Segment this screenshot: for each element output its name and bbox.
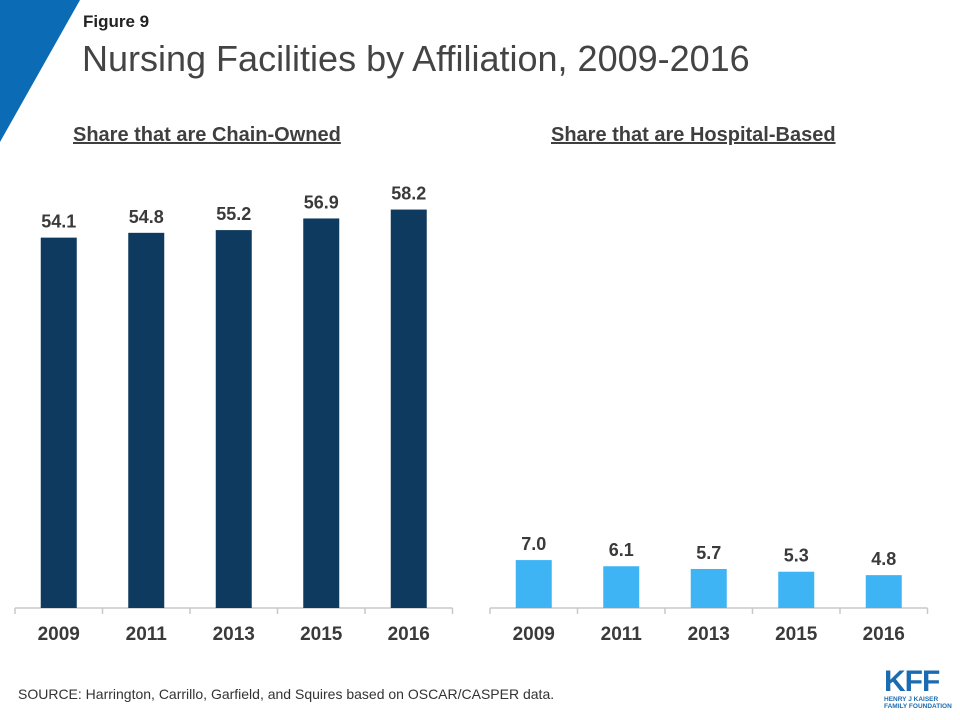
chain-bar-2011 [128,232,165,609]
hospital-value-label: 6.1 [609,540,634,560]
chain-bar-2016 [390,209,427,609]
hospital-bar-2011 [603,566,640,608]
kff-logo-line2: FAMILY FOUNDATION [884,703,952,710]
page-title: Nursing Facilities by Affiliation, 2009-… [82,38,750,79]
hospital-bar-2013 [690,568,727,608]
hospital-bar-2016 [865,575,902,608]
chain-x-tick-label: 2011 [126,624,168,645]
kff-logo-line1: HENRY J KAISER [884,696,939,703]
kff-logo-letters: KFF [884,665,940,698]
chain-x-tick-label: 2016 [388,624,430,645]
hospital-x-tick-label: 2016 [863,624,905,645]
hospital-x-tick-label: 2013 [688,624,730,645]
hospital-value-label: 7.0 [521,534,546,554]
chain-x-tick-label: 2009 [38,624,80,645]
chain-bar-2015 [303,218,340,608]
chain-owned-chart-title: Share that are Chain-Owned [73,124,341,146]
chain-x-tick-label: 2013 [213,624,255,645]
chain-x-tick-label: 2015 [300,624,343,645]
hospital-value-label: 5.7 [696,543,721,563]
source-note: SOURCE: Harrington, Carrillo, Garfield, … [18,686,555,702]
chain-value-label: 56.9 [304,192,339,212]
chain-value-label: 55.2 [216,204,251,224]
hospital-value-label: 4.8 [871,549,896,569]
hospital-x-tick-label: 2009 [513,624,555,645]
hospital-bar-2009 [515,560,552,608]
chain-bar-2009 [40,237,77,608]
hospital-based-chart-title: Share that are Hospital-Based [551,124,836,146]
chain-value-label: 54.1 [41,212,76,232]
hospital-x-tick-label: 2015 [775,624,818,645]
hospital-value-label: 5.3 [784,546,809,566]
hospital-x-tick-label: 2011 [601,624,643,645]
chain-value-label: 54.8 [129,207,164,227]
chain-value-label: 58.2 [391,184,426,204]
figure-label: Figure 9 [83,12,150,31]
chain-bar-2013 [215,230,252,609]
kff-logo: KFF HENRY J KAISER FAMILY FOUNDATION [884,665,954,714]
hospital-bar-2015 [778,571,815,608]
corner-accent-shape [0,0,80,142]
